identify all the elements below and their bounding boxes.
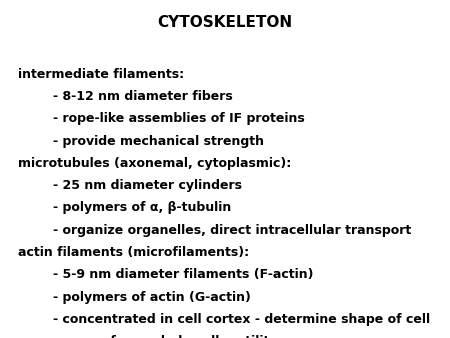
Text: CYTOSKELETON: CYTOSKELETON xyxy=(158,15,292,30)
Text: - 5-9 nm diameter filaments (F-actin): - 5-9 nm diameter filaments (F-actin) xyxy=(18,268,314,281)
Text: - polymers of actin (G-actin): - polymers of actin (G-actin) xyxy=(18,291,251,304)
Text: surface, whole cell motility: surface, whole cell motility xyxy=(18,335,278,338)
Text: intermediate filaments:: intermediate filaments: xyxy=(18,68,184,80)
Text: - provide mechanical strength: - provide mechanical strength xyxy=(18,135,264,147)
Text: - 25 nm diameter cylinders: - 25 nm diameter cylinders xyxy=(18,179,242,192)
Text: - organize organelles, direct intracellular transport: - organize organelles, direct intracellu… xyxy=(18,224,411,237)
Text: - concentrated in cell cortex - determine shape of cell: - concentrated in cell cortex - determin… xyxy=(18,313,430,326)
Text: microtubules (axonemal, cytoplasmic):: microtubules (axonemal, cytoplasmic): xyxy=(18,157,291,170)
Text: - rope-like assemblies of IF proteins: - rope-like assemblies of IF proteins xyxy=(18,112,305,125)
Text: - 8-12 nm diameter fibers: - 8-12 nm diameter fibers xyxy=(18,90,233,103)
Text: - polymers of α, β-tubulin: - polymers of α, β-tubulin xyxy=(18,201,231,214)
Text: actin filaments (microfilaments):: actin filaments (microfilaments): xyxy=(18,246,249,259)
